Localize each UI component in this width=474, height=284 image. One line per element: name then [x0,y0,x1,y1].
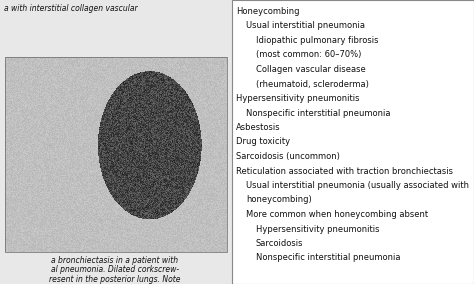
Text: Asbestosis: Asbestosis [236,123,281,132]
Bar [0,0,231,284]
Text: More common when honeycombing absent: More common when honeycombing absent [246,210,428,219]
Text: Nonspecific interstitial pneumonia: Nonspecific interstitial pneumonia [256,254,401,262]
Text: Honeycombing: Honeycombing [236,7,300,16]
Text: a bronchiectasis in a patient with: a bronchiectasis in a patient with [52,256,179,265]
Bar [5,57,227,252]
Bar [232,0,474,284]
Text: Drug toxicity: Drug toxicity [236,137,290,147]
Text: Hypersensitivity pneumonitis: Hypersensitivity pneumonitis [236,94,359,103]
Text: honeycombing): honeycombing) [246,195,312,204]
Text: Collagen vascular disease: Collagen vascular disease [256,65,366,74]
Text: Sarcoidosis (uncommon): Sarcoidosis (uncommon) [236,152,340,161]
Text: a with interstitial collagen vascular: a with interstitial collagen vascular [4,4,137,13]
Text: al pneumonia. Dilated corkscrew-: al pneumonia. Dilated corkscrew- [51,266,179,275]
Text: Usual interstitial pneumonia (usually associated with: Usual interstitial pneumonia (usually as… [246,181,469,190]
Text: Hypersensitivity pneumonitis: Hypersensitivity pneumonitis [256,224,380,233]
Text: Nonspecific interstitial pneumonia: Nonspecific interstitial pneumonia [246,108,391,118]
Text: resent in the posterior lungs. Note: resent in the posterior lungs. Note [49,275,181,284]
Text: Idiopathic pulmonary fibrosis: Idiopathic pulmonary fibrosis [256,36,379,45]
Text: Sarcoidosis: Sarcoidosis [256,239,303,248]
Text: (rheumatoid, scleroderma): (rheumatoid, scleroderma) [256,80,369,89]
Text: (most common: 60–70%): (most common: 60–70%) [256,51,361,60]
Text: Reticulation associated with traction bronchiectasis: Reticulation associated with traction br… [236,166,453,176]
Text: Usual interstitial pneumonia: Usual interstitial pneumonia [246,22,365,30]
